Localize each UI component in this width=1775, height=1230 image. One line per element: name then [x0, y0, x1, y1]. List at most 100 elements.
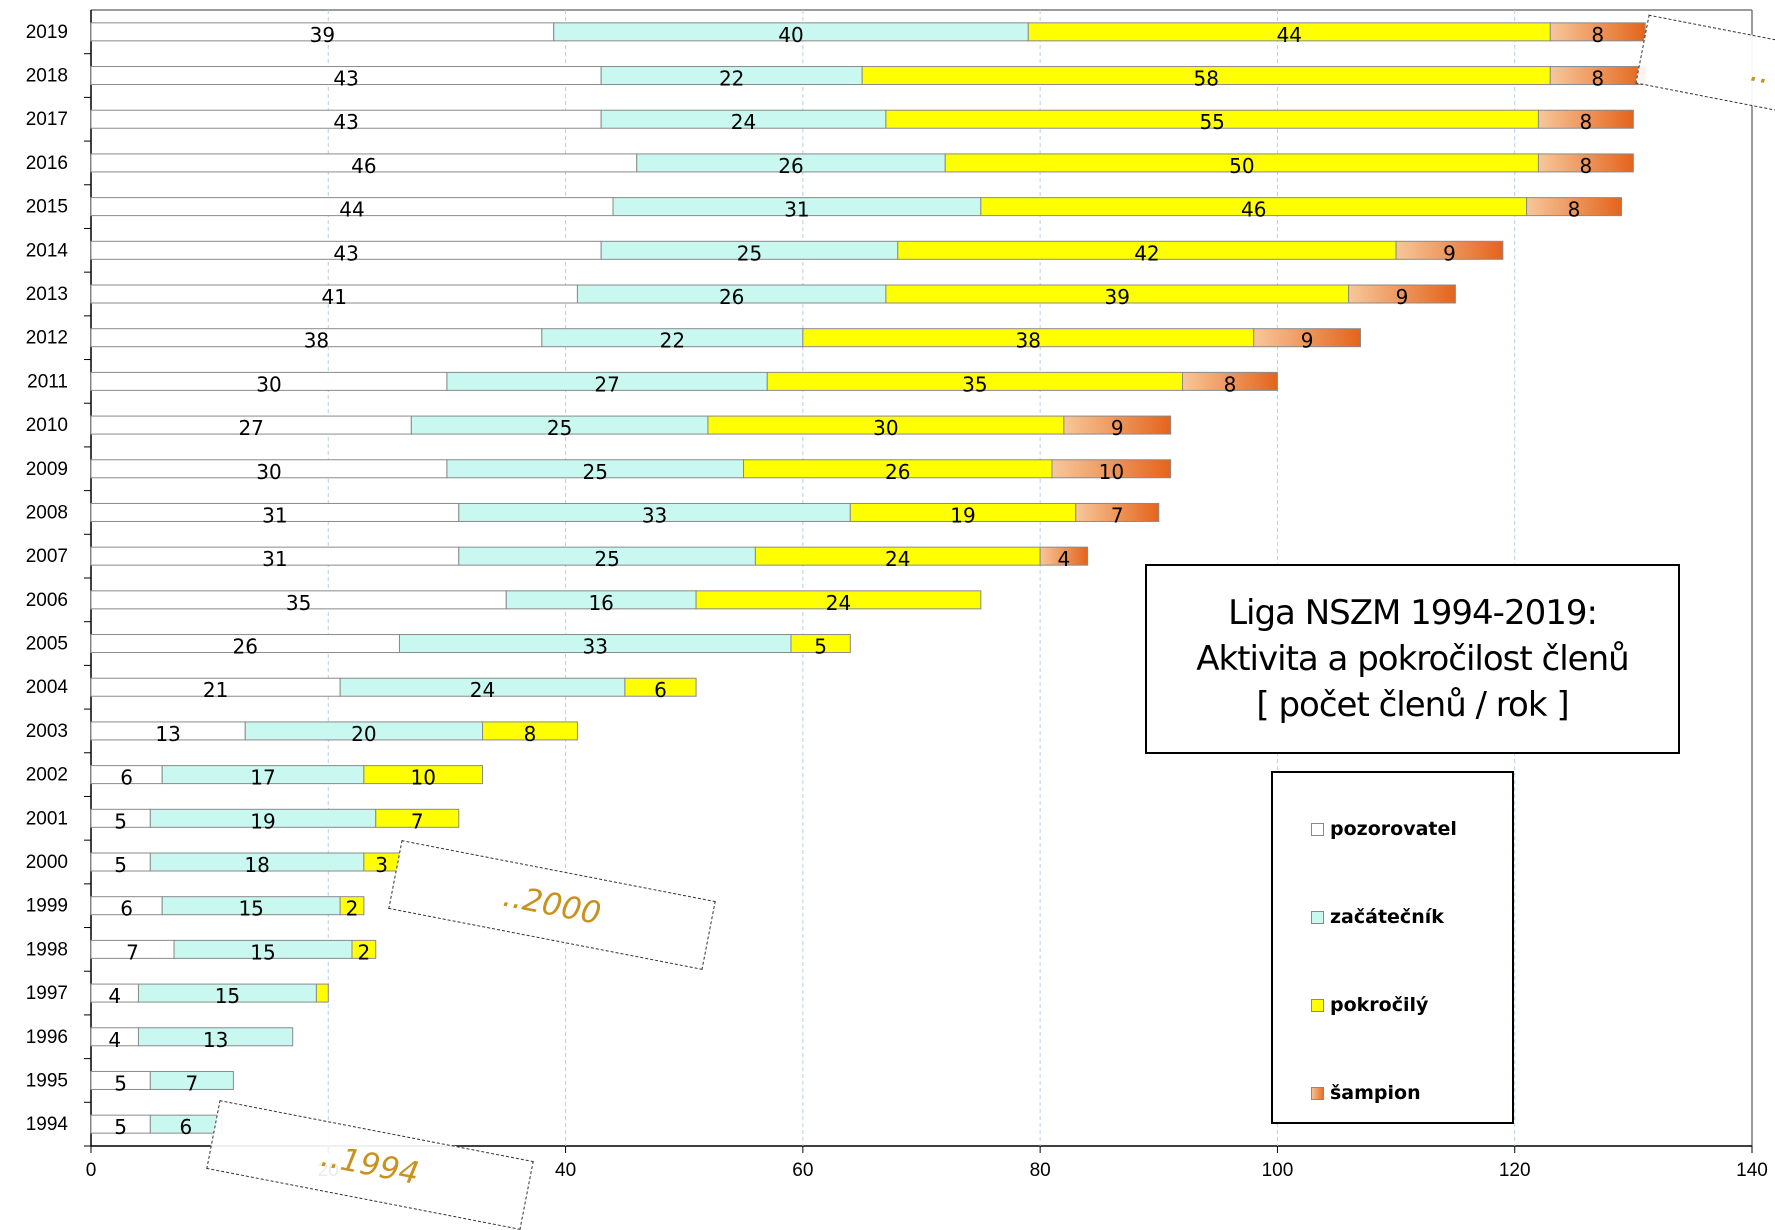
legend-swatch-pokrocily	[1311, 998, 1324, 1012]
data-label: 16	[588, 591, 613, 615]
bar-segment-šampion	[1537, 153, 1634, 173]
x-tick-label: 100	[1262, 1160, 1294, 1181]
data-label: 39	[310, 23, 335, 47]
y-tick-label: 2015	[26, 197, 68, 218]
data-label: 15	[250, 940, 275, 964]
y-tick-label: 2010	[26, 415, 68, 436]
data-label: 43	[333, 110, 358, 134]
data-label: 19	[950, 503, 975, 527]
data-label: 22	[660, 329, 685, 353]
data-label: 24	[731, 110, 756, 134]
data-label: 35	[962, 372, 987, 396]
data-label: 6	[654, 678, 667, 702]
data-label: 24	[885, 547, 910, 571]
y-tick-label: 2011	[27, 371, 68, 392]
annotation-2000-text: ..2000	[500, 877, 604, 933]
data-label: 10	[1099, 460, 1124, 484]
y-tick-label: 2019	[26, 22, 68, 43]
y-tick-label: 2005	[26, 634, 68, 655]
data-label: 4	[108, 1028, 121, 1052]
y-tick-label: 2006	[26, 590, 68, 611]
data-label: 22	[719, 67, 744, 91]
y-tick-label: 2004	[26, 677, 69, 698]
y-tick-label: 2007	[26, 546, 68, 567]
data-label: 46	[1241, 198, 1266, 222]
y-tick-label: 2018	[26, 66, 68, 87]
bar-segment-pokročilý	[624, 677, 697, 697]
data-label: 9	[1111, 416, 1124, 440]
y-tick-label: 2009	[26, 459, 68, 480]
data-label: 8	[1580, 154, 1593, 178]
data-label: 40	[778, 23, 803, 47]
data-label: 27	[238, 416, 263, 440]
data-label: 8	[1580, 110, 1593, 134]
y-tick-label: 1996	[26, 1027, 68, 1048]
data-label: 42	[1134, 241, 1159, 265]
data-label: 26	[719, 285, 744, 309]
x-tick-label: 80	[1030, 1160, 1051, 1181]
y-tick-label: 2002	[26, 765, 68, 786]
data-label: 15	[215, 984, 240, 1008]
legend-label: šampion	[1330, 1082, 1421, 1104]
bar-segment-pokročilý	[790, 634, 851, 654]
data-label: 2	[346, 897, 359, 921]
legend: pozorovatel začátečník pokročilý šampion	[1271, 771, 1514, 1124]
y-tick-label: 2014	[26, 240, 69, 261]
bar-segment-pokročilý	[375, 808, 460, 828]
data-label: 8	[1591, 23, 1604, 47]
data-label: 5	[114, 1071, 127, 1095]
data-label: 8	[1224, 372, 1237, 396]
data-label: 4	[1058, 547, 1071, 571]
y-tick-label: 2017	[26, 109, 68, 130]
data-label: 13	[155, 722, 180, 746]
data-label: 50	[1229, 154, 1254, 178]
data-label: 20	[351, 722, 376, 746]
data-label: 24	[826, 591, 851, 615]
data-label: 26	[778, 154, 803, 178]
data-label: 38	[304, 329, 329, 353]
bar-segment-šampion	[1348, 284, 1456, 304]
y-tick-label: 2013	[26, 284, 68, 305]
y-tick-label: 2003	[26, 721, 68, 742]
data-label: 26	[885, 460, 910, 484]
y-tick-label: 2008	[26, 502, 68, 523]
data-label: 31	[262, 503, 287, 527]
bar-segment-šampion	[1051, 459, 1172, 479]
data-label: 8	[1591, 67, 1604, 91]
y-tick-label: 1995	[26, 1070, 68, 1091]
legend-swatch-pozorovatel	[1311, 822, 1324, 836]
data-label: 8	[524, 722, 537, 746]
bar-segment-pokročilý	[315, 983, 329, 1003]
data-label: 30	[256, 460, 281, 484]
bar-segment-šampion	[1063, 415, 1172, 435]
data-label: 5	[114, 1115, 127, 1139]
data-label: 8	[1568, 198, 1581, 222]
legend-label: pozorovatel	[1330, 818, 1457, 840]
data-label: 2	[358, 940, 371, 964]
chart-title-line-1: Liga NSZM 1994-2019:	[1228, 593, 1598, 633]
bar-segment-šampion	[1075, 502, 1160, 522]
data-label: 5	[114, 809, 127, 833]
data-label: 5	[814, 635, 827, 659]
data-label: 5	[114, 853, 127, 877]
x-tick-label: 140	[1736, 1160, 1768, 1181]
data-label: 6	[120, 897, 133, 921]
y-tick-label: 1999	[26, 896, 68, 917]
y-tick-label: 2016	[26, 153, 68, 174]
data-label: 38	[1016, 329, 1041, 353]
data-label: 43	[333, 241, 358, 265]
stacked-bar-chart: 0204060801001201402019394044820184322588…	[26, 9, 1768, 1181]
legend-item-sampion: šampion	[1311, 1082, 1421, 1104]
data-label: 3	[375, 853, 388, 877]
data-label: 27	[594, 372, 619, 396]
data-label: 33	[583, 635, 608, 659]
bar-segment-začátečník	[137, 1027, 294, 1047]
x-tick-label: 0	[86, 1160, 97, 1181]
y-tick-label: 1998	[26, 939, 68, 960]
data-label: 44	[339, 198, 364, 222]
data-label: 55	[1199, 110, 1224, 134]
data-label: 9	[1396, 285, 1409, 309]
bar-segment-pokročilý	[363, 765, 484, 785]
y-tick-label: 2001	[26, 808, 68, 829]
chart-title-line-3: [ počet členů / rok ]	[1256, 685, 1569, 725]
